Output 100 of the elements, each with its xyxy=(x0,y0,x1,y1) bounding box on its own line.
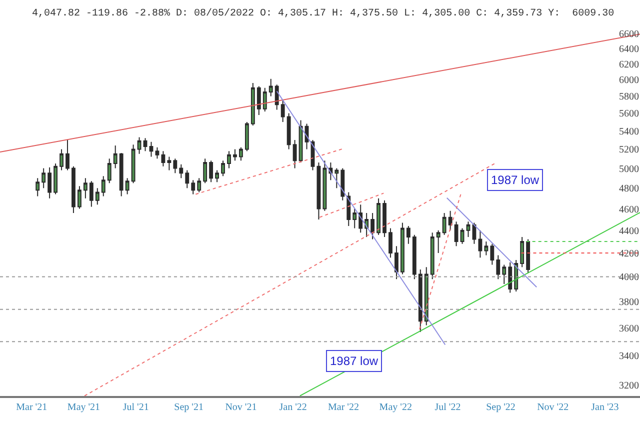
text: 4,047.82 -119.86 -2.88% D: 08/05/2022 O: 4,305.17 H: 4,375.50 L: 4,305.00 C: 4,359.73 Y: 6009.30 xyxy=(32,8,614,20)
x-tick-label: May '21 xyxy=(67,402,100,413)
x-tick-label: Sep '22 xyxy=(486,402,516,413)
candlestick xyxy=(340,168,345,201)
y-tick-label: 4200 xyxy=(619,248,639,260)
candlestick xyxy=(185,170,190,189)
candlestick xyxy=(89,180,94,208)
candlestick xyxy=(42,168,46,189)
candlestick xyxy=(113,145,118,169)
candlestick xyxy=(66,139,70,171)
x-tick-label: Jul '22 xyxy=(434,402,461,413)
y-tick-label: 5000 xyxy=(619,164,639,175)
candlestick xyxy=(442,212,446,236)
candlestick xyxy=(322,160,327,212)
candlestick xyxy=(107,158,112,184)
candlestick xyxy=(376,198,380,236)
candlestick xyxy=(101,176,106,197)
candlestick xyxy=(382,200,386,238)
candlestick xyxy=(316,162,321,220)
candlestick xyxy=(358,204,363,234)
candlestick xyxy=(203,158,208,184)
candlestick xyxy=(78,186,82,210)
y-tick-label: 5200 xyxy=(619,144,639,156)
candlestick xyxy=(280,99,285,122)
candlestick xyxy=(460,228,464,244)
x-tick-label: Jul '21 xyxy=(122,402,149,413)
candlestick xyxy=(233,148,237,162)
candlestick xyxy=(48,166,52,199)
y-tick-label: 6200 xyxy=(619,59,639,70)
candlestick xyxy=(227,150,231,169)
y-tick-label: 5800 xyxy=(619,92,639,103)
candlestick xyxy=(167,156,172,171)
candlestick xyxy=(274,84,279,110)
candlestick xyxy=(54,162,58,195)
candlestick xyxy=(286,112,291,150)
candlestick xyxy=(520,236,524,268)
annotation: 1987 low xyxy=(491,173,540,187)
candlestick xyxy=(388,228,392,258)
x-tick-label: Mar '22 xyxy=(328,402,359,413)
y-tick-label: 5400 xyxy=(619,126,639,138)
x-tick-label: Mar '21 xyxy=(16,402,48,413)
candlestick xyxy=(161,150,166,167)
y-tick-label: 4800 xyxy=(619,184,639,195)
candlestick xyxy=(490,243,494,266)
candlestick xyxy=(137,136,142,154)
candlestick xyxy=(173,158,178,174)
annotation: 1987 low xyxy=(330,354,378,368)
candlestick xyxy=(197,178,202,193)
candlestick xyxy=(262,87,267,112)
candlestick xyxy=(436,230,440,254)
candlestick xyxy=(268,78,273,97)
y-tick-label: 6000 xyxy=(619,75,639,86)
x-tick-label: Jan '22 xyxy=(279,402,307,413)
candlestick xyxy=(125,178,130,195)
candlestick xyxy=(394,246,398,280)
candlestick xyxy=(418,268,422,332)
y-tick-label: 4000 xyxy=(619,272,639,284)
y-tick-label: 4400 xyxy=(619,226,639,237)
candlestick xyxy=(292,139,297,169)
x-tick-label: Jan '23 xyxy=(591,402,619,413)
candlestick xyxy=(466,221,470,238)
candlestick xyxy=(215,170,219,183)
candlestick xyxy=(508,262,512,294)
candlestick xyxy=(406,226,410,244)
candlestick xyxy=(83,178,88,199)
x-tick-label: May '22 xyxy=(379,402,412,413)
candlestick xyxy=(346,192,351,226)
candlestick xyxy=(454,221,458,247)
candlestick xyxy=(412,234,416,280)
candlestick xyxy=(502,264,506,285)
candlestick xyxy=(209,160,214,183)
candlestick xyxy=(256,86,261,116)
candlestick xyxy=(60,148,64,171)
candlestick xyxy=(352,208,357,229)
candlestick xyxy=(36,178,40,197)
candlestick xyxy=(370,212,375,240)
candlestick xyxy=(244,121,249,152)
candlestick xyxy=(526,238,530,274)
x-tick-label: Nov '21 xyxy=(225,402,257,413)
candlestick xyxy=(149,141,154,158)
candlestick xyxy=(424,266,428,326)
x-tick-label: Sep '21 xyxy=(174,402,204,413)
x-tick-label: Nov '22 xyxy=(537,402,569,413)
y-tick-label: 5600 xyxy=(619,108,639,120)
y-tick-label: 3400 xyxy=(619,351,639,362)
candlestick xyxy=(484,241,488,256)
candlestick xyxy=(221,160,225,177)
candlestick xyxy=(334,168,339,189)
candlestick xyxy=(143,138,148,152)
y-tick-label: 3200 xyxy=(619,380,639,392)
candlestick xyxy=(478,230,482,258)
candlestick xyxy=(250,82,255,126)
candlestick xyxy=(496,254,500,280)
candlestick xyxy=(191,180,196,195)
candlestick xyxy=(430,232,434,280)
y-tick-label: 6400 xyxy=(619,44,639,55)
candlestick xyxy=(400,222,404,275)
candlestick xyxy=(131,144,136,184)
candlestick xyxy=(448,210,452,231)
candlestick xyxy=(95,188,100,206)
